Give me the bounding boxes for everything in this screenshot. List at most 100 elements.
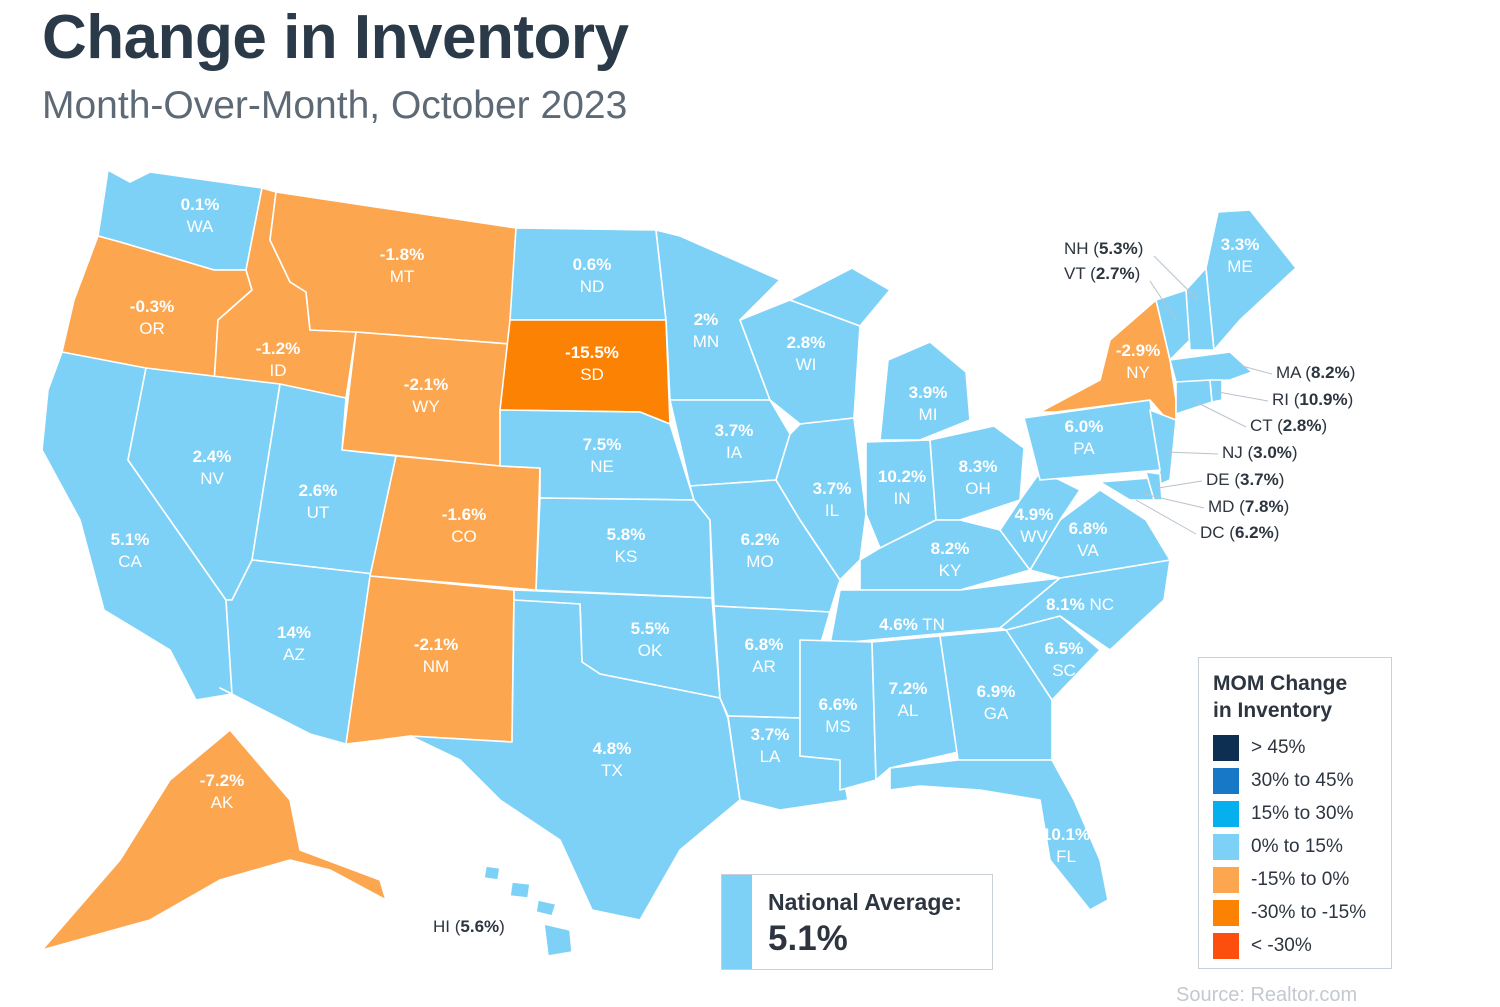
state-value-wv: 4.9% [1015,505,1054,524]
legend-swatch [1213,735,1239,761]
state-tx [409,599,741,921]
state-value-ar: 6.8% [745,635,784,654]
legend-label: > 45% [1251,737,1306,758]
state-value-nm: -2.1% [414,635,458,654]
leader-line-de [1157,480,1203,489]
legend-swatch [1213,834,1239,860]
state-value-il: 3.7% [813,479,852,498]
state-abbr-ne: NE [590,457,614,476]
national-average-label: National Average: [768,889,962,915]
leader-line-vt [1149,280,1177,321]
state-nd [509,227,667,321]
legend-title-line1: MOM Change [1213,672,1348,695]
state-value-va: 6.8% [1069,519,1108,538]
state-abbr-ga: GA [984,704,1009,723]
page-title: Change in Inventory [42,3,629,72]
state-ri [1209,379,1223,403]
state-abbr-co: CO [451,527,477,546]
legend-title-line2: in Inventory [1213,699,1333,722]
state-abbr-wa: WA [187,217,214,236]
state-me [1205,209,1297,351]
national-average-value: 5.1% [768,919,848,958]
state-value-ks: 5.8% [607,525,646,544]
state-value-tx: 4.8% [593,739,632,758]
state-abbr-id: ID [270,361,287,380]
state-value-fl: 10.1% [1042,825,1090,844]
state-value-ky: 8.2% [931,539,970,558]
legend-label: 0% to 15% [1251,836,1343,857]
state-callout-de: DE (3.7%) [1206,470,1284,489]
state-label-nc: 8.1% NC [1046,595,1114,614]
state-abbr-ks: KS [615,547,638,566]
state-value-me: 3.3% [1221,235,1260,254]
state-abbr-me: ME [1227,257,1253,276]
state-ct [1175,379,1213,415]
page-subtitle: Month-Over-Month, October 2023 [42,84,628,127]
state-value-nd: 0.6% [573,255,612,274]
legend-swatch [1213,801,1239,827]
leader-line-ri [1217,391,1269,402]
leader-line-dc [1135,499,1197,535]
legend-swatch [1213,867,1239,893]
legend-item: -30% to -15% [1213,900,1366,926]
state-ny [1039,299,1177,431]
state-abbr-la: LA [760,747,781,766]
state-callout-nj: NJ (3.0%) [1222,443,1298,462]
state-value-ny: -2.9% [1116,341,1160,360]
state-callout-hi: HI (5.6%) [433,917,505,936]
state-value-mi: 3.9% [909,383,948,402]
state-value-pa: 6.0% [1065,417,1104,436]
state-label-tn: 4.6% TN [879,615,945,634]
legend-label: -30% to -15% [1251,902,1367,923]
state-ga [939,629,1053,761]
state-abbr-az: AZ [283,645,305,664]
state-abbr-oh: OH [965,479,991,498]
state-value-id: -1.2% [256,339,300,358]
state-abbr-mn: MN [693,332,719,351]
state-abbr-wy: WY [412,397,439,416]
state-ma [1169,351,1253,383]
state-abbr-nm: NM [423,657,449,676]
state-nj [1149,409,1177,487]
state-callout-md: MD (7.8%) [1208,497,1289,516]
state-de [1145,471,1163,501]
state-value-co: -1.6% [442,505,486,524]
state-ks [535,497,713,599]
state-al [871,635,959,781]
state-value-az: 14% [277,623,311,642]
leader-line-md [1143,493,1205,509]
state-value-al: 7.2% [889,679,928,698]
state-value-ut: 2.6% [299,481,338,500]
state-callout-ma: MA (8.2%) [1276,363,1355,382]
state-abbr-ky: KY [939,561,962,580]
state-abbr-sd: SD [580,365,604,384]
state-abbr-ok: OK [638,641,663,660]
legend-item: 30% to 45% [1213,768,1353,794]
state-abbr-nd: ND [580,277,605,296]
leader-line-nh [1153,255,1199,301]
state-value-sc: 6.5% [1045,639,1084,658]
legend-swatch [1213,900,1239,926]
state-abbr-wv: WV [1020,527,1048,546]
leader-line-nj [1165,451,1219,455]
leader-line-ct [1195,401,1247,428]
state-abbr-il: IL [825,501,839,520]
state-value-or: -0.3% [130,297,174,316]
state-abbr-ar: AR [752,657,776,676]
state-value-wi: 2.8% [787,333,826,352]
state-value-mo: 6.2% [741,530,780,549]
state-value-nv: 2.4% [193,447,232,466]
state-abbr-nv: NV [200,469,224,488]
state-abbr-al: AL [898,701,919,720]
legend-label: -15% to 0% [1251,869,1350,890]
legend-label: 15% to 30% [1251,803,1354,824]
legend-swatch [1213,768,1239,794]
state-value-mn: 2% [694,310,719,329]
state-abbr-tx: TX [601,761,623,780]
legend-item: < -30% [1213,933,1312,959]
state-callout-ri: RI (10.9%) [1272,390,1353,409]
state-abbr-or: OR [139,319,165,338]
state-value-wy: -2.1% [404,375,448,394]
state-abbr-wi: WI [796,355,817,374]
